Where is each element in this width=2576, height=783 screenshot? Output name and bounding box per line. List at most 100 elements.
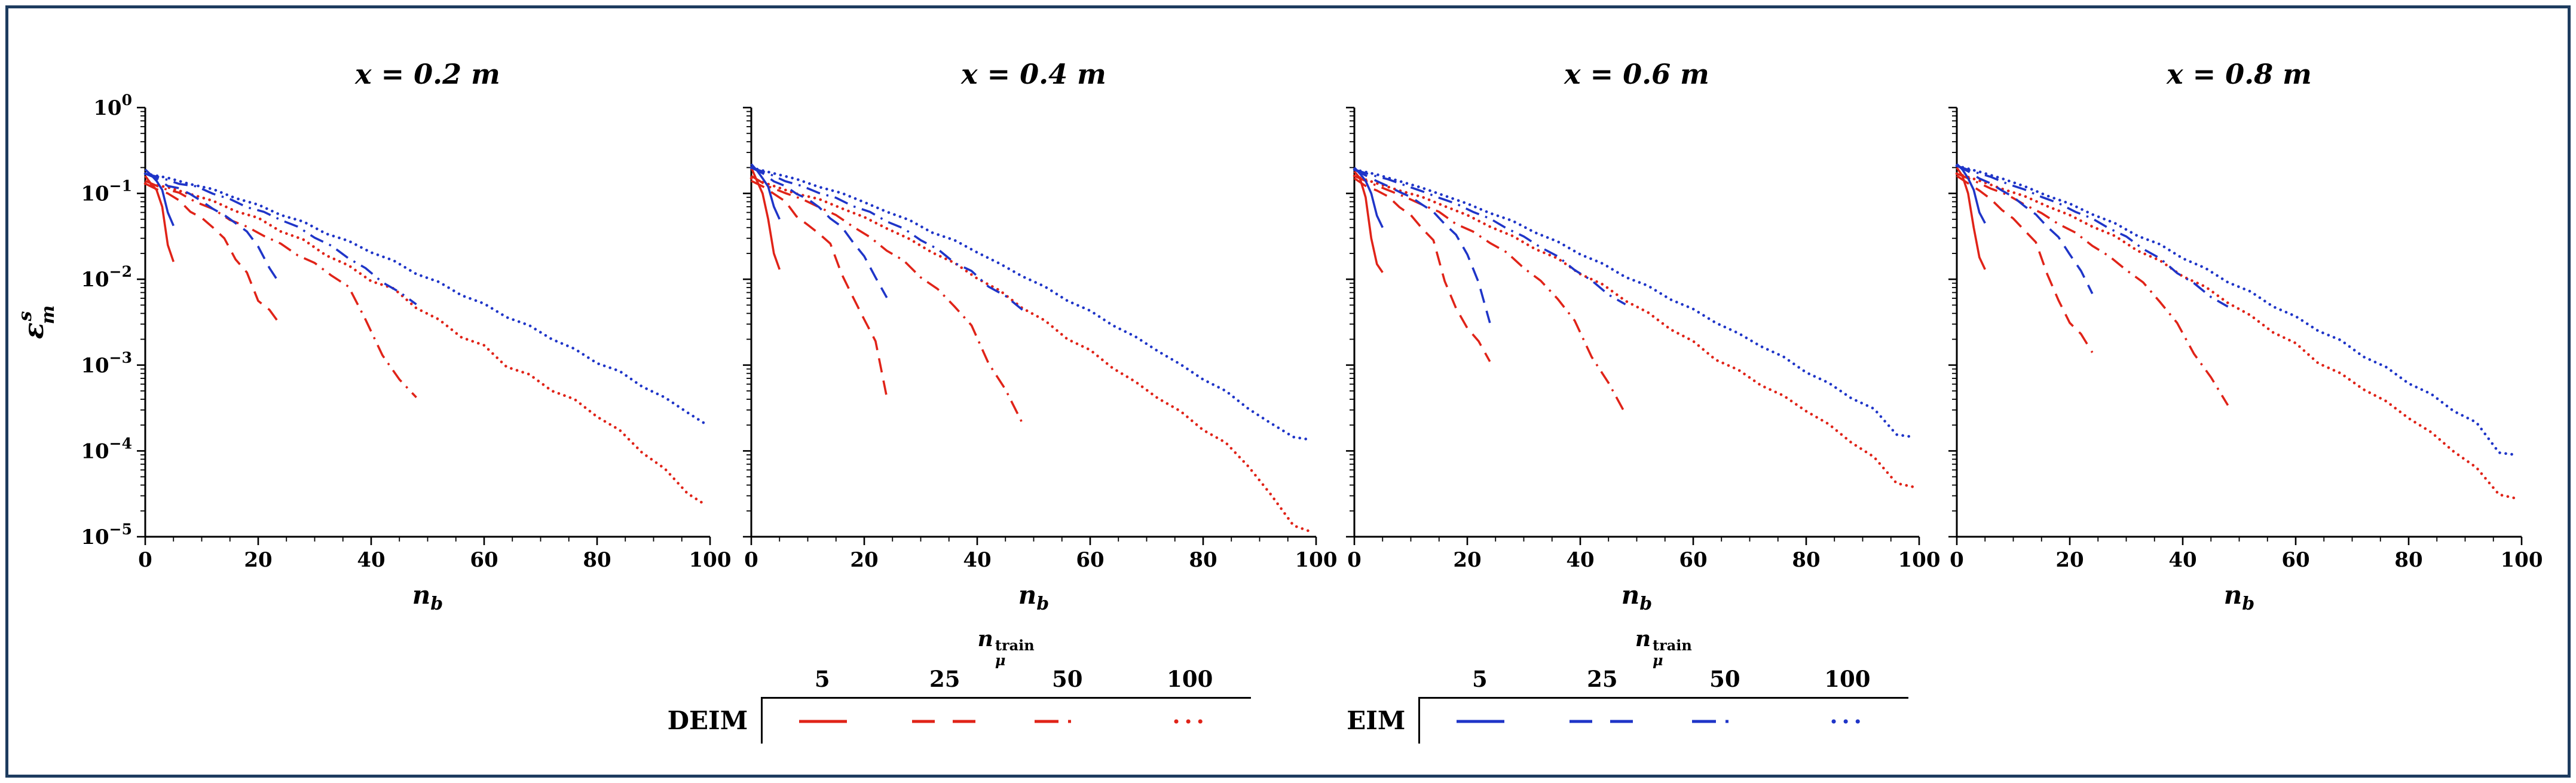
legend-group-eim: n train μ 5 25 50 100 EIM	[1347, 626, 1909, 744]
legend: n train μ 5 25 50 100 DEIM n train μ 5 25 50 100 EIM	[0, 626, 2576, 744]
legend-sample-eim-5	[1418, 697, 1541, 744]
series-eim-100	[1955, 164, 2517, 457]
legend-header-n-mu-train: n train μ	[977, 626, 1035, 669]
x-axis-label: nb	[2224, 580, 2255, 614]
legend-label-eim: EIM	[1347, 705, 1406, 735]
legend-label-deim: DEIM	[667, 705, 748, 735]
series-deim-50	[1956, 172, 2229, 406]
series-eim-25	[1354, 169, 1491, 323]
series-deim-25	[145, 182, 282, 326]
series-deim-25	[751, 179, 888, 398]
legend-line-sample-solid	[1457, 720, 1505, 723]
x-tick-label: 60	[2281, 548, 2309, 572]
series-deim-100	[749, 176, 1312, 533]
legend-sample-eim-100	[1786, 697, 1909, 744]
x-tick-label: 80	[1792, 548, 1820, 572]
series-deim-50	[751, 175, 1024, 424]
panel-title: x = 0.2 m	[354, 58, 500, 90]
panel-title: x = 0.4 m	[960, 58, 1106, 90]
legend-group-deim: n train μ 5 25 50 100 DEIM	[668, 626, 1252, 744]
y-axis-label: εs m	[15, 305, 59, 339]
legend-column-100: 100	[1824, 666, 1871, 693]
figure: x = 0.2 m 100 10−1 10−2 10−3 10−4 10−5 0 20 40 60 8…	[15, 58, 2543, 614]
x-tick-label: 20	[2055, 548, 2084, 572]
y-tick-label: 100	[93, 91, 132, 120]
legend-line-sample-solid	[799, 720, 848, 723]
series-eim-50	[145, 172, 417, 305]
legend-column-50: 50	[1051, 666, 1083, 693]
x-tick-label: 40	[963, 548, 991, 572]
axes-spines	[1956, 108, 2522, 538]
x-tick-label: 100	[689, 548, 732, 572]
series-eim-25	[1956, 164, 2094, 295]
x-tick-label: 40	[357, 548, 385, 572]
x-tick-label: 0	[1347, 548, 1362, 572]
legend-sample-deim-5	[761, 697, 884, 744]
x-tick-label: 20	[850, 548, 878, 572]
x-axis-label: nb	[1018, 580, 1050, 614]
series-eim-100	[143, 172, 706, 425]
panel-title: x = 0.8 m	[2166, 58, 2312, 90]
legend-line-sample-dashed	[1569, 720, 1635, 723]
series-deim-50	[1354, 175, 1627, 415]
series-deim-100	[143, 182, 706, 506]
series-eim-50	[1354, 168, 1626, 305]
panel-3: x = 0.6 m 0 20 40 60 80 100 nb	[1346, 58, 1940, 614]
x-tick-label: 0	[1950, 548, 1964, 572]
legend-column-25: 25	[929, 666, 960, 693]
y-tick-label: 10−3	[81, 349, 132, 378]
series-eim-100	[749, 166, 1312, 442]
axes-spines	[1353, 108, 1919, 538]
legend-line-sample-dotted	[1831, 719, 1866, 724]
legend-sample-deim-25	[883, 697, 1006, 744]
legend-line-sample-dashed	[911, 720, 978, 723]
x-tick-label: 80	[583, 548, 611, 572]
y-tick-label: 10−2	[81, 263, 132, 292]
page-border	[5, 5, 2571, 778]
panel-title: x = 0.6 m	[1564, 58, 1709, 90]
x-tick-label: 60	[1679, 548, 1707, 572]
panel-4: x = 0.8 m 0 20 40 60 80 100 nb	[1948, 58, 2543, 614]
x-axis-label: nb	[412, 580, 443, 614]
x-tick-label: 40	[1566, 548, 1594, 572]
axes-spines	[144, 108, 710, 538]
series-deim-100	[1955, 172, 2517, 500]
legend-column-5: 5	[1471, 666, 1488, 693]
x-tick-label: 0	[138, 548, 152, 572]
x-tick-label: 20	[244, 548, 272, 572]
legend-sample-eim-25	[1541, 697, 1664, 744]
series-eim-25	[751, 166, 888, 298]
legend-column-25: 25	[1587, 666, 1618, 693]
x-tick-label: 100	[2501, 548, 2543, 572]
series-eim-25	[145, 172, 282, 286]
panel-2: x = 0.4 m 0 20 40 60 80 100 nb	[743, 58, 1337, 614]
x-tick-label: 20	[1453, 548, 1481, 572]
x-tick-label: 80	[2394, 548, 2422, 572]
legend-line-sample-dashdot	[1034, 720, 1100, 723]
x-axis-label: nb	[1622, 580, 1653, 614]
x-tick-label: 0	[744, 548, 758, 572]
legend-column-5: 5	[814, 666, 830, 693]
series-deim-25	[1956, 175, 2094, 353]
series-deim-25	[1353, 177, 1491, 362]
x-tick-label: 60	[470, 548, 498, 572]
axes-spines	[750, 108, 1316, 538]
legend-column-100: 100	[1167, 666, 1213, 693]
x-tick-label: 80	[1189, 548, 1217, 572]
legend-sample-eim-50	[1663, 697, 1786, 744]
x-tick-label: 100	[1295, 548, 1338, 572]
y-tick-label: 10−5	[81, 521, 132, 549]
series-deim-100	[1353, 174, 1915, 489]
legend-sample-deim-100	[1128, 697, 1252, 744]
series-eim-100	[1353, 168, 1915, 439]
panel-1: x = 0.2 m 100 10−1 10−2 10−3 10−4 10−50 20 40 60 8…	[81, 58, 731, 614]
series-deim-50	[145, 179, 417, 399]
x-tick-label: 40	[2168, 548, 2196, 572]
series-eim-50	[751, 166, 1023, 311]
legend-line-sample-dotted	[1174, 719, 1209, 724]
legend-header-n-mu-train: n train μ	[1635, 626, 1692, 669]
legend-sample-deim-50	[1006, 697, 1129, 744]
legend-column-50: 50	[1709, 666, 1740, 693]
x-tick-label: 100	[1898, 548, 1941, 572]
